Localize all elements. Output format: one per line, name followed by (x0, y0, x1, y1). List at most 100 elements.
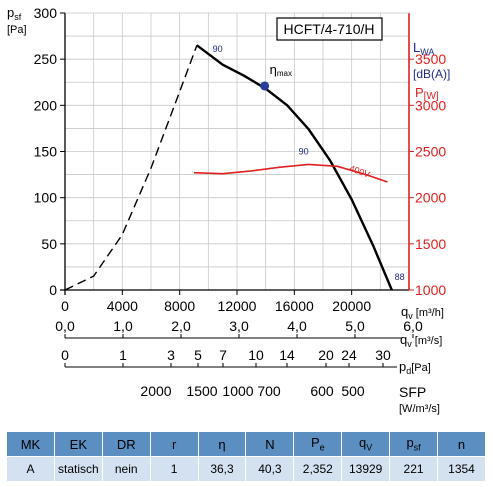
x-axis-4-title: SFP (399, 384, 426, 400)
y-right-unit-p: [W] (424, 91, 439, 102)
x-axis-2-title-symbol: q (400, 332, 407, 347)
eta-max-marker (260, 81, 270, 91)
table-value-cell: 221 (389, 456, 439, 482)
x-axis-3-tick-label: 7 (219, 347, 227, 363)
x-axis-1-tick-label: 8000 (164, 298, 195, 314)
y-right-tick-label: 1000 (415, 282, 446, 298)
x-axis-1-title-unit: [m³/h] (413, 307, 444, 319)
x-axis-2-title-sub: v (407, 339, 412, 349)
table-header-text: DR (116, 436, 136, 452)
table-header-text: P (310, 435, 320, 451)
table-value-cell: nein (101, 456, 151, 482)
y-right-label-p: P[W] (415, 85, 439, 102)
x-axis-1-title: qv [m³/h] (401, 304, 444, 321)
table-value-cell: 1354 (437, 456, 486, 482)
eta-max-label: ηmax (270, 62, 292, 78)
y-left-tick-label: 250 (34, 51, 58, 67)
table-header-cell: η (197, 431, 247, 457)
x-axis-3-title-symbol: p (399, 359, 406, 374)
x-axis-4-tick-label: 1000 (222, 383, 253, 399)
y-left-tick-label: 300 (34, 5, 58, 21)
table-header-cell: EK (53, 431, 103, 457)
series-pressure-extrapolated-line (64, 45, 198, 291)
table-value-cell: 2,352 (293, 456, 343, 482)
y-left-ticks: 0 50 100 150 200 250 300 (34, 5, 65, 298)
x-axis-2-tick-label: 4,0 (287, 318, 307, 334)
y-right-tick-label: 3000 (415, 97, 446, 113)
series-power-line (193, 163, 388, 183)
x-axis-2-tick-label: 1,0 (113, 318, 133, 334)
table-header-cell: N (245, 431, 295, 457)
table-header-cell: psf (389, 431, 439, 457)
x-axis-2-title-unit: [m³/s] (412, 335, 443, 347)
x-axis-3-title-sub: d (406, 366, 411, 376)
table-header-text: q (359, 435, 367, 451)
table-header-cell: MK (6, 431, 55, 457)
series-pressure-line (196, 44, 393, 291)
table-value-cell: 13929 (341, 456, 391, 482)
table-header-cell: qV (341, 431, 391, 457)
table-header-text: MK (20, 436, 41, 452)
x-axis-3-tick-label: 3 (167, 347, 175, 363)
x-axis-1-tick-label: 4000 (107, 298, 138, 314)
table-header-cell: DR (101, 431, 151, 457)
x-axis-3-tick-label: 10 (248, 347, 264, 363)
y-right-tick-label: 1500 (415, 236, 446, 252)
chart-grid (65, 13, 409, 290)
y-right-tick-label: 2500 (415, 144, 446, 160)
eta-max-sub: max (277, 69, 292, 78)
table-value-cell: 40,3 (245, 456, 295, 482)
y-right-label-lwa-sub: WA (420, 47, 434, 57)
table-header-text: EK (69, 436, 87, 452)
x-axis-3-tick-label: 20 (318, 347, 334, 363)
table-header-cell: r (149, 431, 199, 457)
series-group (64, 44, 393, 291)
y-left-tick-label: 100 (34, 190, 58, 206)
x-axis-4-tick-label: 600 (310, 383, 334, 399)
x-axis-3-title-unit: [Pa] (411, 362, 431, 374)
y-left-tick-label: 0 (49, 282, 57, 298)
table-header-text: p (406, 435, 414, 451)
annotation-label: 90 (213, 44, 223, 54)
x-axis-2-tick-label: 0,0 (55, 318, 75, 334)
model-label-box (276, 17, 383, 41)
y-right-label-lwa: LWA (413, 40, 434, 57)
y-right-unit-lwa: [dB(A)] (413, 67, 450, 81)
y-left-label: psf (7, 5, 22, 22)
table-header-text: n (457, 436, 466, 452)
x-axis-3-tick-label: 0 (61, 347, 69, 363)
x-axis-4-unit: [W/m³/s] (399, 403, 440, 415)
table-header-subscript: V (366, 442, 373, 453)
chart-axes (60, 12, 410, 295)
x-axis-2-tick-label: 2,0 (171, 318, 191, 334)
y-right-tick-label: 3500 (415, 51, 446, 67)
table-header-subscript: e (319, 442, 325, 453)
x-axis-4-tick-label: 500 (341, 383, 365, 399)
y-left-label-sub: sf (14, 12, 22, 22)
x-axis-1-tick-label: 0 (61, 298, 69, 314)
model-label: HCFT/4-710/H (283, 21, 374, 37)
table-header-text: r (171, 436, 177, 452)
x-axis-2-tick-label: 5,0 (345, 318, 365, 334)
x-axis-1-tick-label: 12000 (218, 298, 257, 314)
table-value-cell: statisch (53, 456, 103, 482)
x-axis-2-tick-label: 3,0 (229, 318, 249, 334)
table-header-text: N (265, 436, 275, 452)
y-left-unit: [Pa] (7, 24, 27, 36)
x-axis-2-title: qv [m³/s] (400, 332, 442, 349)
x-axis-3-tick-label: 30 (375, 347, 391, 363)
x-axis-3-tick-label: 5 (194, 347, 202, 363)
table-header-cell: n (437, 431, 486, 457)
annotation-label: 88 (395, 272, 405, 282)
y-right-ticks: 1000 1500 2000 2500 3000 3500 (409, 51, 446, 298)
x-axis-3-tick-label: 24 (341, 347, 357, 363)
table-value-cell: 1 (149, 456, 199, 482)
eta-max-symbol: η (270, 62, 277, 77)
x-axis-2-tick-label: 6,0 (403, 318, 423, 334)
x-axis-1-tick-label: 20000 (332, 298, 371, 314)
table-header-row: MK EK DR r η N Pe qV psf n (6, 431, 486, 457)
x-axis-3-tick-label: 14 (279, 347, 295, 363)
